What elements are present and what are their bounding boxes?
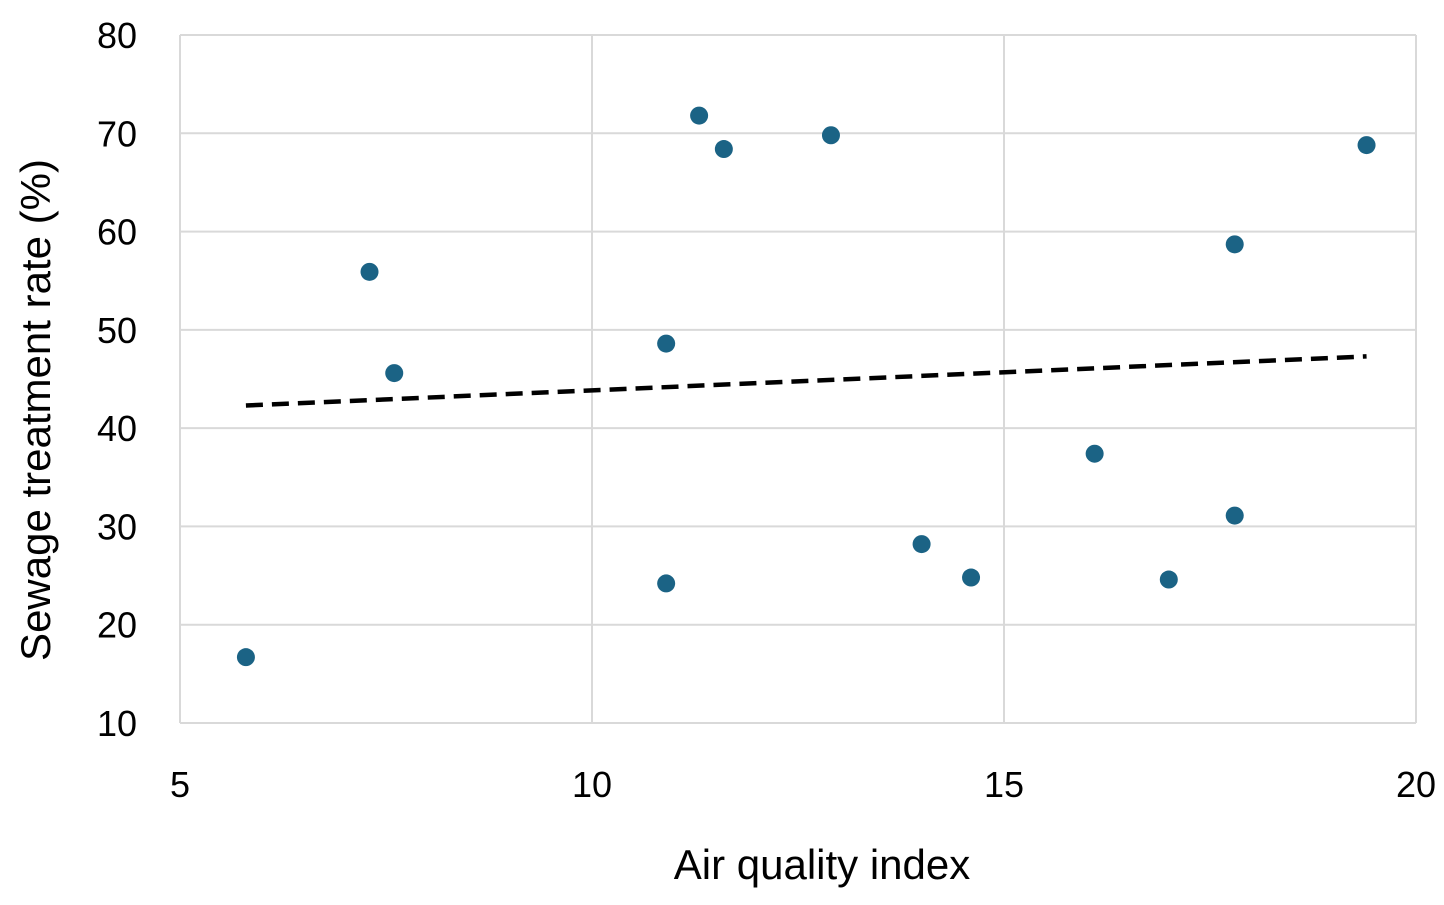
x-tick-label: 5 — [170, 764, 190, 805]
data-point — [1159, 570, 1178, 589]
x-tick-labels: 5 10 15 20 — [170, 764, 1436, 805]
y-tick-label: 60 — [97, 212, 137, 253]
grid-lines — [179, 34, 1417, 724]
y-tick-label: 80 — [97, 15, 137, 56]
x-axis-title: Air quality index — [674, 841, 970, 888]
trendline — [245, 354, 1367, 408]
data-points — [236, 106, 1376, 667]
data-point — [821, 126, 840, 145]
x-tick-label: 15 — [984, 764, 1024, 805]
data-point — [690, 106, 709, 125]
x-tick-label: 10 — [572, 764, 612, 805]
data-point — [1225, 235, 1244, 254]
y-tick-label: 50 — [97, 310, 137, 351]
data-point — [657, 334, 676, 353]
data-point — [912, 535, 931, 554]
data-point — [1357, 136, 1376, 155]
y-tick-label: 70 — [97, 113, 137, 154]
x-tick-label: 20 — [1396, 764, 1436, 805]
y-tick-label: 20 — [97, 605, 137, 646]
y-tick-label: 30 — [97, 506, 137, 547]
data-point — [1085, 444, 1104, 463]
y-tick-labels: 10 20 30 40 50 60 70 80 — [97, 15, 137, 744]
y-axis-title: Sewage treatment rate (%) — [12, 159, 59, 661]
data-point — [360, 262, 379, 281]
data-point — [657, 574, 676, 593]
data-point — [714, 140, 733, 159]
data-point — [1225, 506, 1244, 525]
data-point — [236, 648, 255, 667]
data-point — [962, 568, 981, 587]
y-tick-label: 40 — [97, 408, 137, 449]
trendline-layer — [245, 354, 1367, 408]
data-point — [385, 364, 404, 383]
y-tick-label: 10 — [97, 703, 137, 744]
